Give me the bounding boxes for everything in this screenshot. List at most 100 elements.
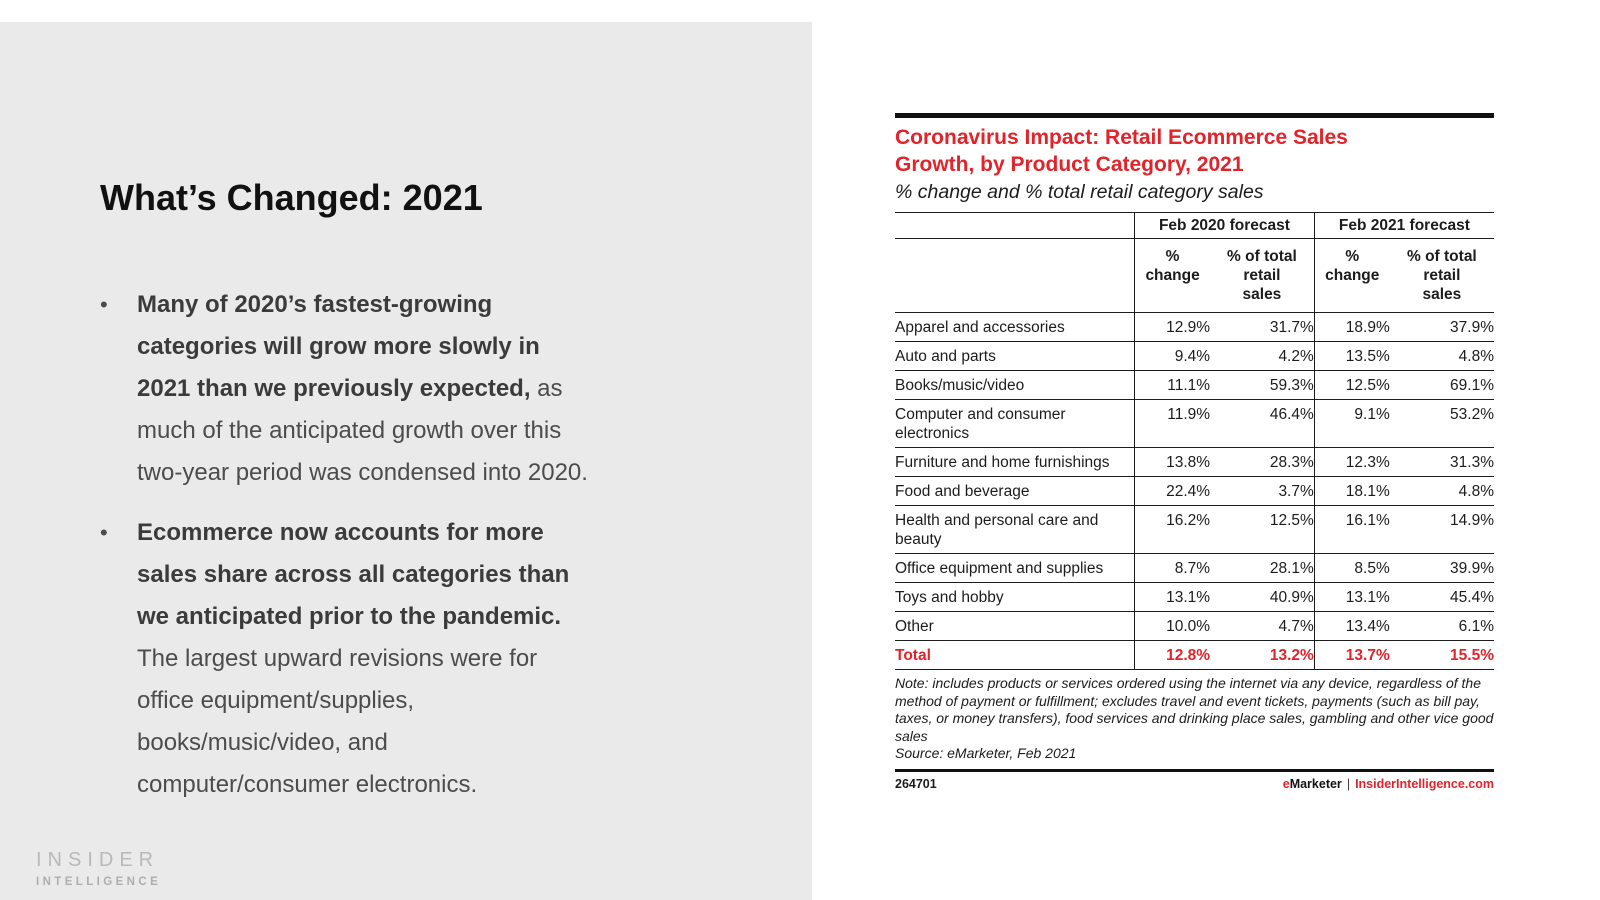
table-sub-header-row: % change % of total retail sales % chang… [895, 238, 1494, 313]
category-cell: Apparel and accessories [895, 312, 1135, 342]
pct-total-retail-sales-header: % of total retail sales [1389, 238, 1494, 313]
value-cell: 16.2% [1134, 505, 1211, 554]
emarketer-brand-e: e [1282, 776, 1290, 791]
feb-2021-forecast-header: Feb 2021 forecast [1313, 212, 1494, 239]
value-cell: 13.8% [1134, 447, 1211, 477]
value-cell: 18.9% [1313, 312, 1390, 342]
retail-ecommerce-table: Feb 2020 forecast Feb 2021 forecast % ch… [895, 212, 1494, 670]
value-cell: 40.9% [1210, 582, 1315, 612]
value-cell: 15.5% [1389, 640, 1494, 670]
value-cell: 12.8% [1134, 640, 1211, 670]
value-cell: 11.1% [1134, 370, 1211, 400]
value-cell: 8.5% [1313, 553, 1390, 583]
value-cell: 12.5% [1313, 370, 1390, 400]
table-row: Food and beverage 22.4% 3.7% 18.1% 4.8% [895, 476, 1494, 506]
table-body: Apparel and accessories 12.9% 31.7% 18.9% 37… [895, 312, 1494, 670]
table-row: Apparel and accessories 12.9% 31.7% 18.9% 37… [895, 312, 1494, 342]
value-cell: 37.9% [1389, 312, 1494, 342]
category-cell: Toys and hobby [895, 582, 1135, 612]
chart-title: Coronavirus Impact: Retail Ecommerce Sal… [895, 126, 1348, 176]
table-row: Health and personal care and beauty 16.2%… [895, 505, 1494, 554]
table-row: Office equipment and supplies 8.7% 28.1% 8.… [895, 553, 1494, 583]
pct-change-header: % change [1313, 238, 1390, 313]
value-cell: 6.1% [1389, 611, 1494, 641]
value-cell: 12.5% [1210, 505, 1315, 554]
bullet-item: • Many of 2020’s fastest-growing categor… [100, 284, 680, 494]
category-subheader-empty [895, 238, 1135, 313]
insider-intelligence-url: InsiderIntelligence.com [1355, 776, 1494, 791]
category-cell: Other [895, 611, 1135, 641]
slide-title: What’s Changed: 2021 [100, 177, 483, 218]
value-cell: 16.1% [1313, 505, 1390, 554]
value-cell: 9.1% [1313, 399, 1390, 448]
value-cell: 31.3% [1389, 447, 1494, 477]
brand-line: eMarketer | InsiderIntelligence.com [1283, 777, 1494, 791]
value-cell: 13.4% [1313, 611, 1390, 641]
value-cell: 13.5% [1313, 341, 1390, 371]
value-cell: 45.4% [1389, 582, 1494, 612]
value-cell: 28.3% [1210, 447, 1315, 477]
value-cell: 69.1% [1389, 370, 1494, 400]
bullet-regular-text: The largest upward revisions were for of… [137, 645, 538, 798]
value-cell: 53.2% [1389, 399, 1494, 448]
value-cell: 8.7% [1134, 553, 1211, 583]
insider-intelligence-logo: INSIDER INTELLIGENCE [36, 849, 161, 888]
bullet-marker-icon: • [100, 520, 108, 545]
table-row: Furniture and home furnishings 13.8% 28.3%… [895, 447, 1494, 477]
value-cell: 31.7% [1210, 312, 1315, 342]
emarketer-chart-card: Coronavirus Impact: Retail Ecommerce Sal… [895, 113, 1494, 791]
bullet-marker-icon: • [100, 292, 108, 317]
category-cell: Office equipment and supplies [895, 553, 1135, 583]
table-row: Books/music/video 11.1% 59.3% 12.5% 69.1% [895, 370, 1494, 400]
value-cell: 4.8% [1389, 476, 1494, 506]
bullet-item: • Ecommerce now accounts for more sales … [100, 512, 680, 806]
table-row: Auto and parts 9.4% 4.2% 13.5% 4.8% [895, 341, 1494, 371]
value-cell: 39.9% [1389, 553, 1494, 583]
category-cell: Books/music/video [895, 370, 1135, 400]
value-cell: 4.7% [1210, 611, 1315, 641]
value-cell: 13.7% [1313, 640, 1390, 670]
category-cell: Food and beverage [895, 476, 1135, 506]
slide-left-panel: What’s Changed: 2021 • Many of 2020’s fa… [0, 22, 812, 900]
value-cell: 18.1% [1313, 476, 1390, 506]
category-cell: Auto and parts [895, 341, 1135, 371]
value-cell: 14.9% [1389, 505, 1494, 554]
value-cell: 13.2% [1210, 640, 1315, 670]
bullet-text: Many of 2020’s fastest-growing categorie… [137, 284, 588, 494]
value-cell: 4.8% [1389, 341, 1494, 371]
value-cell: 59.3% [1210, 370, 1315, 400]
value-cell: 12.9% [1134, 312, 1211, 342]
table-row: Computer and consumer electronics 11.9% 46… [895, 399, 1494, 448]
value-cell: 46.4% [1210, 399, 1315, 448]
bullet-list: • Many of 2020’s fastest-growing categor… [100, 284, 680, 824]
category-cell: Total [895, 640, 1135, 670]
chart-footer: 264701 eMarketer | InsiderIntelligence.com [895, 777, 1494, 791]
table-group-header-row: Feb 2020 forecast Feb 2021 forecast [895, 212, 1494, 239]
bullet-text: Ecommerce now accounts for more sales sh… [137, 512, 569, 806]
bullet-regular-text: as much of the anticipated growth over t… [137, 375, 588, 486]
value-cell: 13.1% [1134, 582, 1211, 612]
pct-change-header: % change [1134, 238, 1211, 313]
emarketer-brand-text: Marketer [1289, 776, 1342, 791]
category-header-empty [895, 212, 1135, 239]
source-text: Source: eMarketer, Feb 2021 [895, 745, 1077, 761]
logo-insider-text: INSIDER [36, 849, 160, 871]
value-cell: 4.2% [1210, 341, 1315, 371]
chart-note: Note: includes products or services orde… [895, 675, 1511, 763]
category-cell: Health and personal care and beauty [895, 505, 1135, 554]
table-total-row: Total 12.8% 13.2% 13.7% 15.5% [895, 640, 1494, 670]
value-cell: 28.1% [1210, 553, 1315, 583]
category-cell: Furniture and home furnishings [895, 447, 1135, 477]
category-cell: Computer and consumer electronics [895, 399, 1135, 448]
value-cell: 3.7% [1210, 476, 1315, 506]
value-cell: 13.1% [1313, 582, 1390, 612]
value-cell: 12.3% [1313, 447, 1390, 477]
bullet-bold-text: Ecommerce now accounts for more sales sh… [137, 519, 570, 630]
brand-separator: | [1346, 776, 1351, 791]
bullet-bold-text: Many of 2020’s fastest-growing categorie… [137, 291, 540, 402]
logo-intelligence-text: INTELLIGENCE [36, 876, 162, 888]
value-cell: 9.4% [1134, 341, 1211, 371]
chart-bottom-rule [895, 768, 1494, 772]
feb-2020-forecast-header: Feb 2020 forecast [1134, 212, 1315, 239]
value-cell: 11.9% [1134, 399, 1211, 448]
